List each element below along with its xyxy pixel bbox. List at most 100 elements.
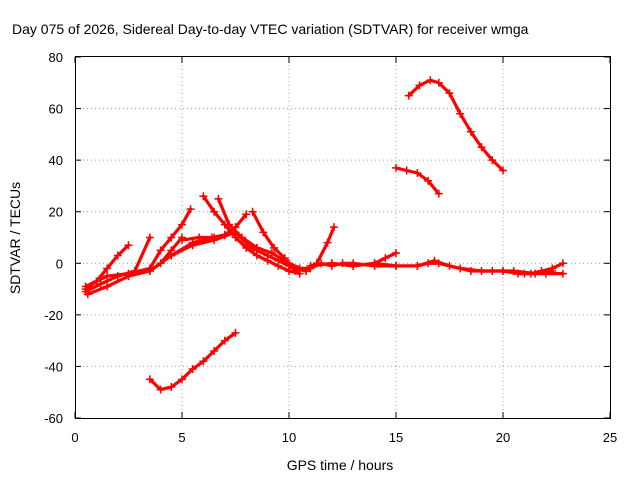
gridlines — [75, 57, 610, 418]
data-point — [445, 261, 454, 270]
data-point — [220, 230, 229, 239]
data-point — [434, 189, 443, 198]
data-point — [83, 290, 92, 299]
data-point — [178, 236, 186, 245]
data-point — [113, 251, 122, 260]
x-tick-label: 15 — [389, 430, 403, 445]
data-point — [231, 328, 240, 337]
data-point — [537, 267, 546, 276]
series-track-15 — [415, 259, 554, 276]
y-tick-label: 40 — [49, 153, 63, 168]
data-point — [103, 272, 112, 281]
y-tick-label: 20 — [49, 205, 63, 220]
data-point — [466, 267, 475, 276]
tick-labels: 0 5 10 15 20 25 -60 -40 -20 0 20 40 60 80 — [44, 50, 617, 445]
y-tick-label: 60 — [49, 102, 63, 117]
data-point — [280, 254, 289, 263]
data-point — [404, 91, 413, 100]
data-point — [274, 256, 283, 265]
data-point — [210, 207, 219, 216]
data-point — [156, 246, 165, 255]
data-point — [548, 264, 557, 273]
data-point — [558, 259, 567, 268]
data-point — [370, 259, 379, 268]
y-tick-label: 0 — [56, 256, 63, 271]
data-point — [402, 166, 411, 175]
data-point — [81, 282, 90, 291]
data-point — [178, 220, 186, 229]
x-tick-label: 20 — [496, 430, 510, 445]
x-tick-label: 5 — [178, 430, 185, 445]
plot-frame — [75, 56, 611, 419]
data-point — [263, 251, 272, 260]
data-point — [466, 127, 475, 136]
data-point — [210, 346, 219, 355]
series-track-3 — [86, 235, 184, 296]
data-point — [96, 279, 105, 288]
data-point — [426, 76, 435, 85]
data-point — [178, 375, 186, 384]
axis-ticks — [74, 56, 611, 419]
data-point — [225, 220, 234, 229]
data-point — [430, 256, 439, 265]
data-point — [167, 233, 176, 242]
data-point — [289, 264, 298, 273]
y-tick-label: -20 — [44, 308, 63, 323]
data-point — [392, 163, 400, 172]
data-point — [124, 269, 133, 278]
data-point — [513, 269, 522, 278]
series-layer — [81, 76, 567, 394]
data-point — [103, 264, 112, 273]
series-track-19 — [148, 331, 238, 392]
data-point — [488, 156, 497, 165]
data-point — [306, 261, 315, 270]
x-tick-label: 10 — [282, 430, 296, 445]
data-point — [259, 228, 268, 237]
data-point — [381, 254, 390, 263]
data-point — [270, 243, 279, 252]
data-point — [434, 78, 443, 87]
data-point — [558, 269, 567, 278]
chart-title: Day 075 of 2026, Sidereal Day-to-day VTE… — [12, 21, 529, 37]
series-track-8 — [201, 194, 302, 276]
data-point — [242, 241, 251, 250]
data-point — [199, 357, 208, 366]
x-tick-label: 0 — [71, 430, 78, 445]
data-point — [220, 336, 229, 345]
data-point — [237, 233, 246, 242]
data-point — [415, 81, 424, 90]
data-point — [167, 251, 176, 260]
y-tick-label: -40 — [44, 359, 63, 374]
data-point — [252, 246, 261, 255]
y-tick-label: 80 — [49, 50, 63, 65]
data-point — [124, 241, 133, 250]
data-point — [145, 233, 154, 242]
data-point — [103, 282, 112, 291]
data-point — [424, 176, 433, 185]
y-tick-label: -60 — [44, 411, 63, 426]
data-point — [329, 223, 338, 232]
data-point — [188, 365, 197, 374]
data-point — [207, 233, 216, 242]
x-tick-label: 25 — [603, 430, 617, 445]
data-point — [188, 241, 197, 250]
data-point — [392, 248, 400, 257]
data-point — [392, 261, 400, 270]
data-point — [186, 205, 195, 214]
data-point — [267, 248, 276, 257]
data-point — [248, 207, 257, 216]
x-axis-label: GPS time / hours — [287, 457, 394, 473]
data-point — [302, 267, 311, 276]
data-point — [499, 267, 507, 276]
data-point — [323, 238, 332, 247]
data-point — [477, 143, 486, 152]
data-point — [195, 233, 204, 242]
data-point — [413, 169, 422, 178]
data-point — [327, 259, 336, 268]
data-point — [199, 192, 208, 201]
data-point — [242, 210, 251, 219]
data-point — [167, 383, 176, 392]
y-axis-label: SDTVAR / TECUs — [7, 182, 23, 294]
data-point — [349, 261, 358, 270]
